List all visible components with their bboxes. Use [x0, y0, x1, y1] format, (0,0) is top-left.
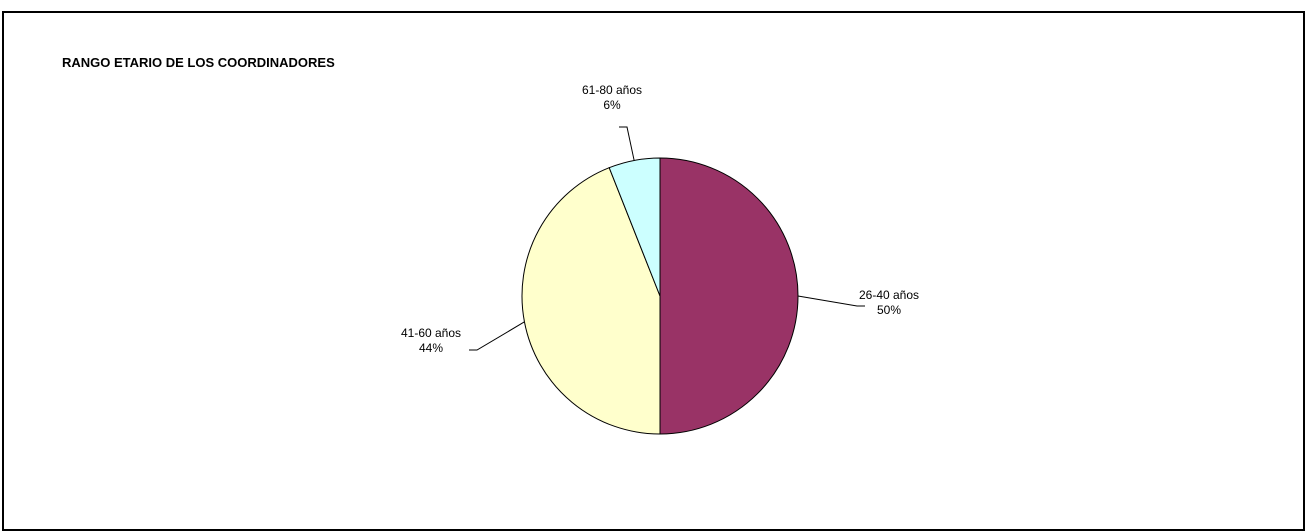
slice-percent-label: 44% — [419, 341, 443, 355]
pie-leader-lines — [469, 126, 865, 351]
leader-line-2 — [619, 126, 635, 161]
pie-slices — [521, 157, 799, 435]
leader-line-1 — [469, 321, 525, 351]
leader-line-0 — [797, 295, 865, 307]
pie-slice-26-40-a-os — [659, 157, 799, 435]
pie-slice-61-80-a-os — [608, 157, 661, 297]
slice-percent-label: 6% — [603, 98, 621, 112]
slice-category-label: 41-60 años — [401, 326, 461, 340]
slice-category-label: 26-40 años — [859, 288, 919, 302]
chart-title: RANGO ETARIO DE LOS COORDINADORES — [62, 55, 335, 70]
slice-category-label: 61-80 años — [582, 83, 642, 97]
slice-percent-label: 50% — [877, 303, 901, 317]
pie-slice-41-60-a-os — [521, 167, 661, 435]
